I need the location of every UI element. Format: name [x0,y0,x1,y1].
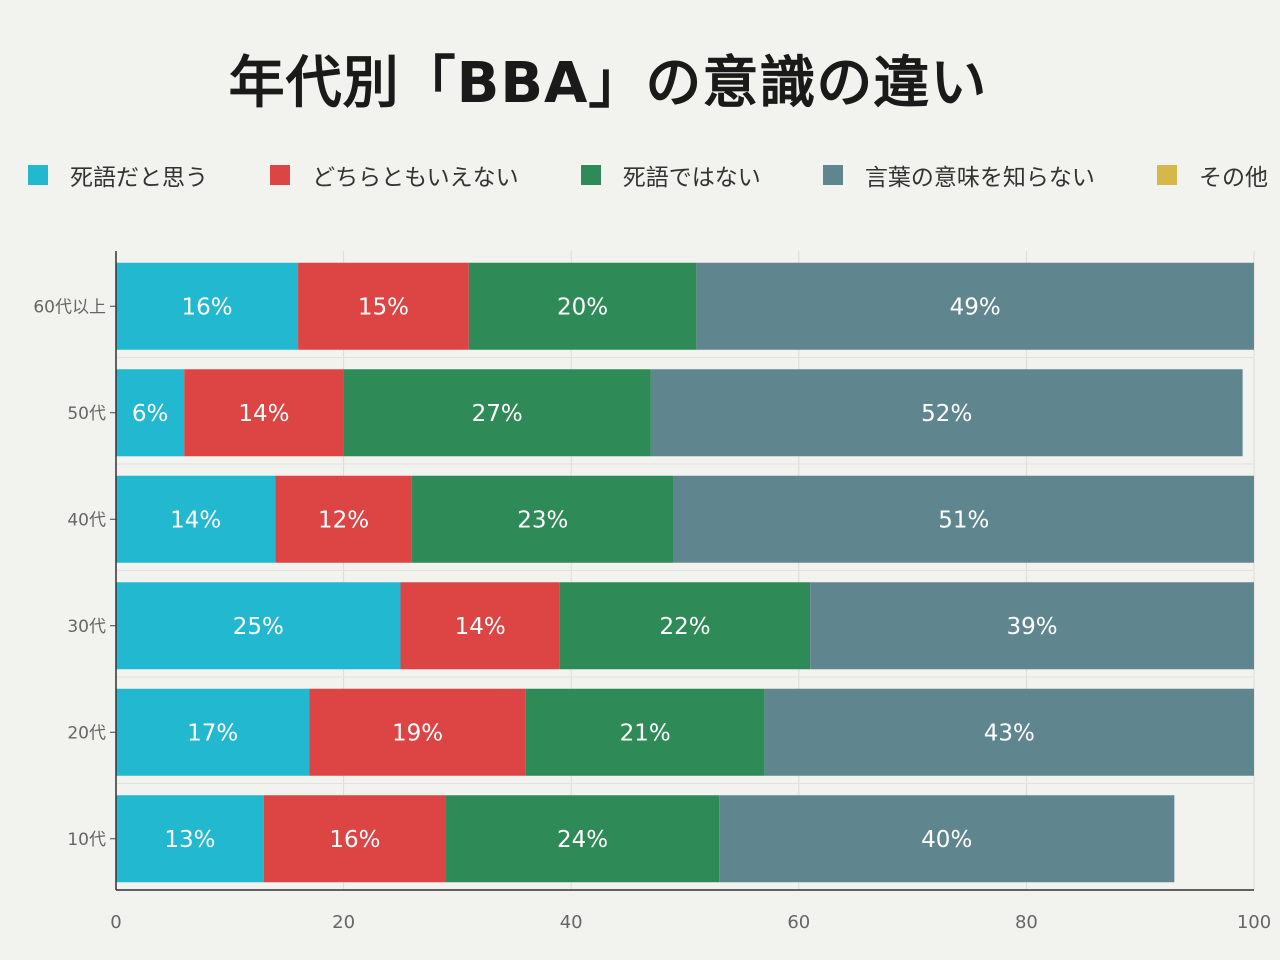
data-label: 52% [921,401,972,427]
x-tick-label: 20 [332,912,355,933]
legend-label: どちらともいえない [312,165,519,191]
data-label: 22% [659,614,710,640]
data-label: 27% [472,401,523,427]
legend-item: 死語ではない [580,158,761,192]
data-label: 40% [921,827,972,853]
data-label: 14% [238,401,289,427]
legend-swatch [28,165,48,185]
bar-segment [263,795,447,883]
data-label: 17% [187,720,238,746]
legend-item: その他 [1156,158,1268,192]
data-label: 12% [318,507,369,533]
legend-item: 言葉の意味を知らない [822,158,1095,192]
legend-label: 言葉の意味を知らない [864,165,1095,191]
bar-segment [525,688,765,776]
legend-label: その他 [1198,165,1268,191]
legend-label: 死語ではない [622,165,761,191]
bar-segment [696,262,1254,350]
bar-segment [673,475,1254,563]
bar-segment [116,262,299,350]
legend-swatch [1156,165,1177,185]
bar-segment [468,262,697,350]
data-label: 16% [181,294,232,320]
data-label: 23% [517,507,568,533]
legend-swatch [822,165,843,185]
bar-segment [116,582,401,670]
y-tick-label: 30代 [67,617,106,637]
bar-segment [116,475,276,563]
x-tick-label: 0 [110,912,121,933]
legend-swatch [580,165,601,185]
bar-segment [411,475,674,563]
bar-segment [116,795,264,883]
x-tick-label: 60 [787,912,810,933]
data-label: 21% [620,720,671,746]
y-tick-label: 40代 [67,510,106,530]
y-tick-label: 60代以上 [33,297,106,317]
x-tick-label: 100 [1237,912,1271,933]
bar-segment [400,582,560,670]
data-label: 39% [1007,614,1058,640]
bar-segment [298,262,469,350]
data-label: 14% [170,507,221,533]
legend-item: どちらともいえない [270,158,519,192]
bar-segment [559,582,811,670]
legend: 死語だと思う どちらともいえない 死語ではない 言葉の意味を知らない その他 [28,158,1268,192]
legend-swatch [270,165,291,185]
y-tick-label: 10代 [67,830,106,850]
bar-segment [116,688,310,776]
bar-segment [650,369,1243,457]
bar-segment [810,582,1254,670]
data-label: 15% [358,294,409,320]
data-label: 13% [164,827,215,853]
legend-item: 死語だと思う [28,158,208,192]
data-label: 14% [455,614,506,640]
bar-segment [719,795,1175,883]
data-label: 43% [984,720,1035,746]
bar-segment [446,795,720,883]
x-tick-label: 40 [560,912,583,933]
data-label: 51% [938,507,989,533]
data-label: 20% [557,294,608,320]
bar-segment [309,688,526,776]
data-label: 49% [950,294,1001,320]
bar-segment [184,369,344,457]
data-label: 24% [557,827,608,853]
bar-segment [343,369,651,457]
chart-title: 年代別「BBA」の意識の違い [228,51,988,116]
bar-segment [275,475,412,563]
data-label: 19% [392,720,443,746]
y-tick-label: 20代 [67,723,106,743]
x-tick-label: 80 [1015,912,1038,933]
bar-segment [116,369,185,457]
data-label: 16% [329,827,380,853]
legend-label: 死語だと思う [70,165,208,191]
y-tick-label: 50代 [67,404,106,424]
data-label: 25% [233,614,284,640]
bar-segment [764,688,1254,776]
data-label: 6% [132,401,169,427]
